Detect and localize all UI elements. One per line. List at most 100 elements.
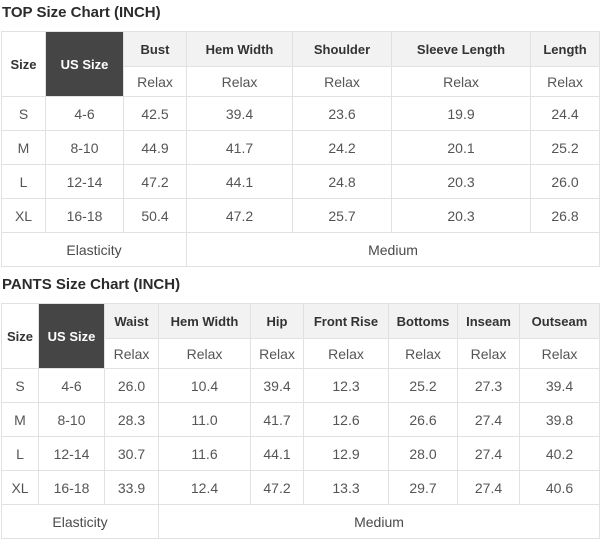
measurement-cell: 25.2 bbox=[388, 368, 458, 403]
measurement-cell: 27.4 bbox=[457, 402, 520, 437]
size-row-s: S 4-6 26.0 10.4 39.4 12.3 25.2 27.3 39.4 bbox=[1, 368, 600, 403]
measurement-cell: 26.0 bbox=[104, 368, 159, 403]
measurement-cell: 28.0 bbox=[388, 436, 458, 471]
fit-type-cell: Relax bbox=[530, 66, 600, 97]
measurement-cell: 27.4 bbox=[457, 436, 520, 471]
measurement-cell: 10.4 bbox=[158, 368, 251, 403]
size-row-m: M 8-10 28.3 11.0 41.7 12.6 26.6 27.4 39.8 bbox=[1, 402, 600, 437]
measurement-cell: 41.7 bbox=[250, 402, 304, 437]
fit-type-cell: Relax bbox=[123, 66, 187, 97]
measurement-cell: 26.0 bbox=[530, 164, 600, 199]
fit-type-cell: Relax bbox=[519, 338, 600, 369]
measurement-cell: 12.9 bbox=[303, 436, 389, 471]
size-row-l: L 12-14 30.7 11.6 44.1 12.9 28.0 27.4 40.2 bbox=[1, 436, 600, 471]
size-cell: M bbox=[1, 130, 46, 165]
measurement-cell: 33.9 bbox=[104, 470, 159, 505]
measurement-cell: 39.4 bbox=[186, 96, 293, 131]
fit-type-cell: Relax bbox=[158, 338, 251, 369]
top-size-chart-title: TOP Size Chart (INCH) bbox=[2, 4, 161, 21]
measurement-cell: 27.3 bbox=[457, 368, 520, 403]
measurement-cell: 30.7 bbox=[104, 436, 159, 471]
measurement-cell: 50.4 bbox=[123, 198, 187, 233]
size-cell: L bbox=[1, 436, 39, 471]
measurement-cell: 12.4 bbox=[158, 470, 251, 505]
size-cell: L bbox=[1, 164, 46, 199]
us-size-cell: 12-14 bbox=[38, 436, 105, 471]
elasticity-label: Elasticity bbox=[1, 504, 159, 539]
elasticity-value: Medium bbox=[158, 504, 600, 539]
size-cell: S bbox=[1, 368, 39, 403]
size-row-xl: XL 16-18 33.9 12.4 47.2 13.3 29.7 27.4 40.6 bbox=[1, 470, 600, 505]
measurement-cell: 28.3 bbox=[104, 402, 159, 437]
us-size-column-header: US Size bbox=[38, 303, 105, 369]
top-size-chart-section: TOP Size Chart (INCH) Size US Size Bust Hem… bbox=[1, 4, 600, 267]
measurement-cell: 29.7 bbox=[388, 470, 458, 505]
size-row-xl: XL 16-18 50.4 47.2 25.7 20.3 26.8 bbox=[1, 198, 600, 233]
size-cell: XL bbox=[1, 198, 46, 233]
size-row-m: M 8-10 44.9 41.7 24.2 20.1 25.2 bbox=[1, 130, 600, 165]
elasticity-label: Elasticity bbox=[1, 232, 187, 267]
size-column-header: Size bbox=[1, 31, 46, 97]
measurement-cell: 26.8 bbox=[530, 198, 600, 233]
measure-column-header: Length bbox=[530, 31, 600, 67]
size-cell: M bbox=[1, 402, 39, 437]
measure-column-header: Hem Width bbox=[186, 31, 293, 67]
fit-type-cell: Relax bbox=[250, 338, 304, 369]
size-row-s: S 4-6 42.5 39.4 23.6 19.9 24.4 bbox=[1, 96, 600, 131]
measurement-cell: 24.2 bbox=[292, 130, 392, 165]
measurement-cell: 24.8 bbox=[292, 164, 392, 199]
measurement-cell: 47.2 bbox=[250, 470, 304, 505]
size-row-l: L 12-14 47.2 44.1 24.8 20.3 26.0 bbox=[1, 164, 600, 199]
measurement-cell: 40.2 bbox=[519, 436, 600, 471]
fit-type-cell: Relax bbox=[391, 66, 531, 97]
measurement-cell: 25.7 bbox=[292, 198, 392, 233]
measurement-cell: 44.1 bbox=[250, 436, 304, 471]
measurement-cell: 24.4 bbox=[530, 96, 600, 131]
measure-column-header: Front Rise bbox=[303, 303, 389, 339]
measurement-cell: 39.4 bbox=[250, 368, 304, 403]
measurement-cell: 20.3 bbox=[391, 164, 531, 199]
us-size-cell: 16-18 bbox=[45, 198, 124, 233]
fit-type-cell: Relax bbox=[292, 66, 392, 97]
measurement-cell: 40.6 bbox=[519, 470, 600, 505]
fit-type-cell: Relax bbox=[104, 338, 159, 369]
us-size-column-label: US Size bbox=[47, 328, 96, 344]
elasticity-row: Elasticity Medium bbox=[1, 232, 600, 267]
measure-column-header: Inseam bbox=[457, 303, 520, 339]
measurement-cell: 44.9 bbox=[123, 130, 187, 165]
us-size-column-header: US Size bbox=[45, 31, 124, 97]
measure-column-header: Waist bbox=[104, 303, 159, 339]
fit-type-cell: Relax bbox=[303, 338, 389, 369]
fit-type-cell: Relax bbox=[457, 338, 520, 369]
elasticity-row: Elasticity Medium bbox=[1, 504, 600, 539]
measurement-cell: 44.1 bbox=[186, 164, 293, 199]
measure-column-header: Outseam bbox=[519, 303, 600, 339]
measurement-cell: 12.3 bbox=[303, 368, 389, 403]
measure-column-header: Bottoms bbox=[388, 303, 458, 339]
elasticity-value: Medium bbox=[186, 232, 600, 267]
fit-type-cell: Relax bbox=[186, 66, 293, 97]
measure-column-header: Hip bbox=[250, 303, 304, 339]
measurement-cell: 42.5 bbox=[123, 96, 187, 131]
measure-column-header: Shoulder bbox=[292, 31, 392, 67]
measurement-cell: 39.4 bbox=[519, 368, 600, 403]
measurement-cell: 11.6 bbox=[158, 436, 251, 471]
measurement-cell: 25.2 bbox=[530, 130, 600, 165]
size-cell: XL bbox=[1, 470, 39, 505]
size-cell: S bbox=[1, 96, 46, 131]
measurement-cell: 27.4 bbox=[457, 470, 520, 505]
us-size-cell: 4-6 bbox=[45, 96, 124, 131]
header-row: Size US Size Bust Hem Width Shoulder Sleeve L… bbox=[1, 31, 600, 97]
us-size-cell: 12-14 bbox=[45, 164, 124, 199]
measurement-cell: 12.6 bbox=[303, 402, 389, 437]
us-size-column-label: US Size bbox=[60, 56, 109, 72]
pants-size-chart-title: PANTS Size Chart (INCH) bbox=[2, 276, 181, 293]
measurement-cell: 23.6 bbox=[292, 96, 392, 131]
us-size-cell: 16-18 bbox=[38, 470, 105, 505]
measure-column-header: Sleeve Length bbox=[391, 31, 531, 67]
measurement-cell: 47.2 bbox=[186, 198, 293, 233]
measurement-cell: 20.1 bbox=[391, 130, 531, 165]
measure-column-header: Bust bbox=[123, 31, 187, 67]
pants-size-table: Size US Size Waist Hem Width Hip Front Rise Bo… bbox=[1, 303, 600, 539]
size-column-header: Size bbox=[1, 303, 39, 369]
